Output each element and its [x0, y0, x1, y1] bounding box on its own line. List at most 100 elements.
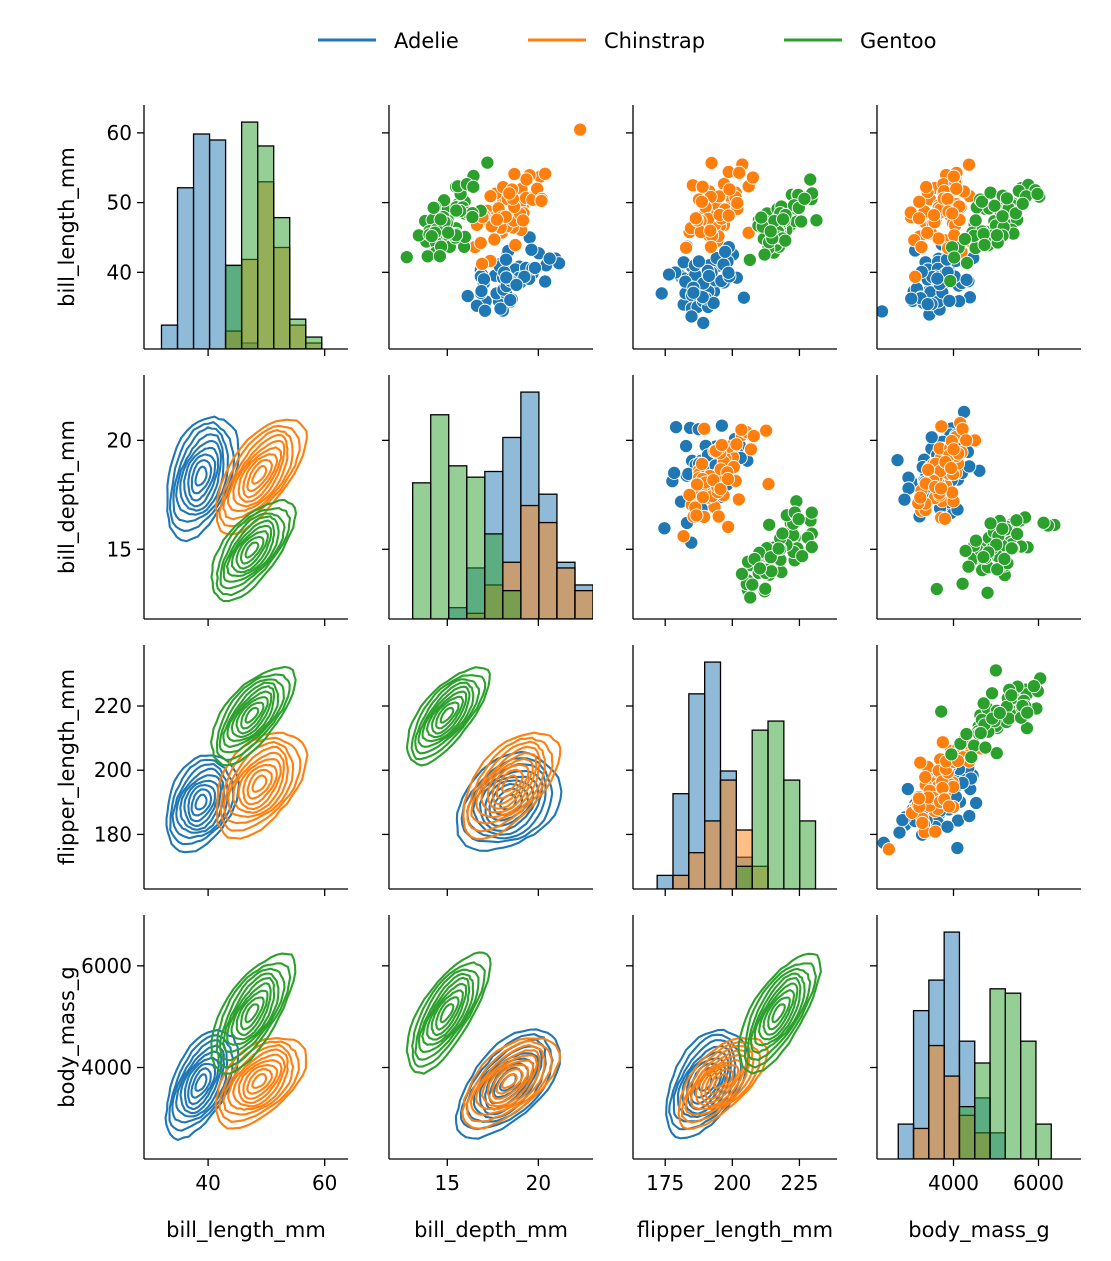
kde-contour-gentoo-5: [222, 515, 280, 583]
point-chinstrap-44: [538, 166, 553, 181]
point-chinstrap-44: [743, 442, 759, 457]
kde-contour-chinstrap-7: [466, 736, 554, 833]
point-adelie-0: [714, 418, 729, 433]
kde-contour-chinstrap-3: [237, 446, 283, 503]
kde-contour-gentoo-5: [417, 972, 475, 1054]
kde-contour-chinstrap-1: [246, 768, 273, 800]
kde-contour-chinstrap-4: [480, 1054, 538, 1108]
kde-series-gentoo: [405, 951, 492, 1075]
panel-flipper_length_mm-vs-flipper_length_mm: [626, 645, 837, 896]
kde-contour-gentoo-6: [414, 678, 481, 755]
kde-contour-adelie-3: [183, 779, 220, 828]
point-gentoo-29: [968, 213, 983, 228]
hist-bar-gentoo-6: [989, 988, 1006, 1159]
point-gentoo-59: [976, 550, 991, 565]
kde-contour-chinstrap-6: [470, 740, 546, 825]
kde-marks: [405, 666, 563, 852]
point-chinstrap-38: [487, 232, 502, 247]
hist-bar-adelie-1: [176, 187, 195, 349]
legend: Adelie Chinstrap Gentoo: [318, 29, 936, 53]
point-chinstrap-58: [703, 223, 718, 238]
kde-contour-chinstrap-3: [237, 758, 282, 811]
point-chinstrap-55: [934, 419, 949, 434]
panel-bill_length_mm-vs-bill_depth_mm: [382, 105, 593, 356]
kde-contour-adelie-1: [190, 1067, 212, 1099]
point-adelie-34: [657, 521, 672, 536]
point-chinstrap-18: [918, 770, 933, 785]
kde-series-gentoo: [209, 665, 297, 767]
point-gentoo-33: [809, 213, 824, 228]
point-adelie-52: [924, 430, 939, 445]
point-chinstrap-57: [745, 170, 760, 185]
scatter-series-gentoo: [929, 510, 1062, 600]
hist-bar-chinstrap-2: [928, 1044, 945, 1159]
hist-bar-adelie-0: [160, 324, 179, 349]
y-axis-label-flipper_length_mm: flipper_length_mm: [55, 669, 80, 865]
kde-contour-chinstrap-3: [237, 1059, 283, 1104]
kde-contour-chinstrap-2: [242, 1063, 279, 1100]
point-chinstrap-51: [697, 421, 712, 436]
point-gentoo-56: [420, 249, 435, 264]
point-gentoo-48: [983, 516, 998, 531]
point-gentoo-59: [754, 210, 769, 225]
kde-marks: [405, 951, 562, 1140]
kde-contour-chinstrap-0: [251, 1073, 268, 1089]
point-gentoo-53: [977, 237, 992, 252]
point-chinstrap-50: [689, 508, 704, 523]
point-chinstrap-24: [759, 423, 774, 438]
x-axis-label-flipper_length_mm: flipper_length_mm: [637, 1218, 833, 1243]
point-chinstrap-18: [731, 492, 746, 507]
point-adelie-29: [950, 840, 965, 856]
kde-contour-adelie-6: [172, 426, 230, 523]
point-gentoo-50: [997, 551, 1012, 567]
kde-contour-gentoo-5: [222, 681, 280, 749]
point-chinstrap-58: [695, 490, 710, 505]
kde-marks: [164, 952, 307, 1142]
kde-contour-adelie-3: [183, 446, 220, 508]
point-adelie-26: [736, 290, 751, 305]
kde-contour-adelie-7: [169, 758, 235, 846]
kde-contour-gentoo-4: [226, 976, 276, 1046]
panel-flipper_length_mm-vs-bill_length_mm: 180 200 220: [94, 645, 348, 896]
point-chinstrap-53: [682, 487, 697, 502]
kde-contour-chinstrap-7: [465, 1039, 553, 1123]
x-tick-label-bill_length_mm-60: 60: [312, 1171, 337, 1195]
panel-bill_length_mm-vs-flipper_length_mm: [626, 105, 837, 356]
point-gentoo-57: [797, 191, 812, 206]
point-chinstrap-48: [695, 179, 710, 194]
scatter-series-chinstrap: [679, 155, 761, 255]
panel-bill_depth_mm-vs-flipper_length_mm: [626, 375, 837, 626]
kde-contour-chinstrap-7: [218, 424, 301, 528]
kde-series-gentoo: [210, 498, 298, 603]
x-tick-label-bill_length_mm-40: 40: [195, 1171, 220, 1195]
kde-contour-chinstrap-0: [501, 774, 518, 793]
legend-label-adelie: Adelie: [394, 29, 459, 53]
y-tick-label-flipper_length_mm-220: 220: [94, 694, 132, 718]
scatter-marks: [877, 663, 1048, 857]
point-gentoo-11: [804, 505, 819, 520]
kde-contour-gentoo-5: [222, 972, 280, 1054]
point-gentoo-59: [1020, 705, 1035, 720]
scatter-series-gentoo: [734, 494, 819, 605]
scatter-marks: [657, 418, 819, 605]
point-chinstrap-8: [483, 189, 498, 204]
hist-bar-gentoo-7: [273, 216, 291, 349]
kde-series-chinstrap: [214, 1036, 307, 1130]
x-tick-label-body_mass_g-4000: 4000: [928, 1171, 979, 1195]
point-adelie-56: [667, 465, 682, 480]
kde-contour-adelie-7: [668, 1033, 743, 1131]
scatter-series-chinstrap: [676, 421, 776, 544]
hist-bar-gentoo-9: [305, 336, 323, 349]
kde-contour-chinstrap-3: [486, 757, 534, 810]
kde-contour-gentoo-3: [425, 690, 468, 739]
kde-contour-chinstrap-8: [214, 418, 308, 536]
hist-bar-gentoo-9: [799, 820, 817, 889]
hist-bar-gentoo-8: [783, 779, 801, 889]
kde-contour-gentoo-8: [210, 498, 298, 603]
point-gentoo-43: [929, 581, 944, 597]
hist-bar-adelie-2: [192, 133, 211, 349]
kde-contour-chinstrap-2: [491, 763, 530, 806]
kde-contour-adelie-3: [686, 1057, 727, 1111]
hist-bar-gentoo-8: [289, 318, 307, 349]
